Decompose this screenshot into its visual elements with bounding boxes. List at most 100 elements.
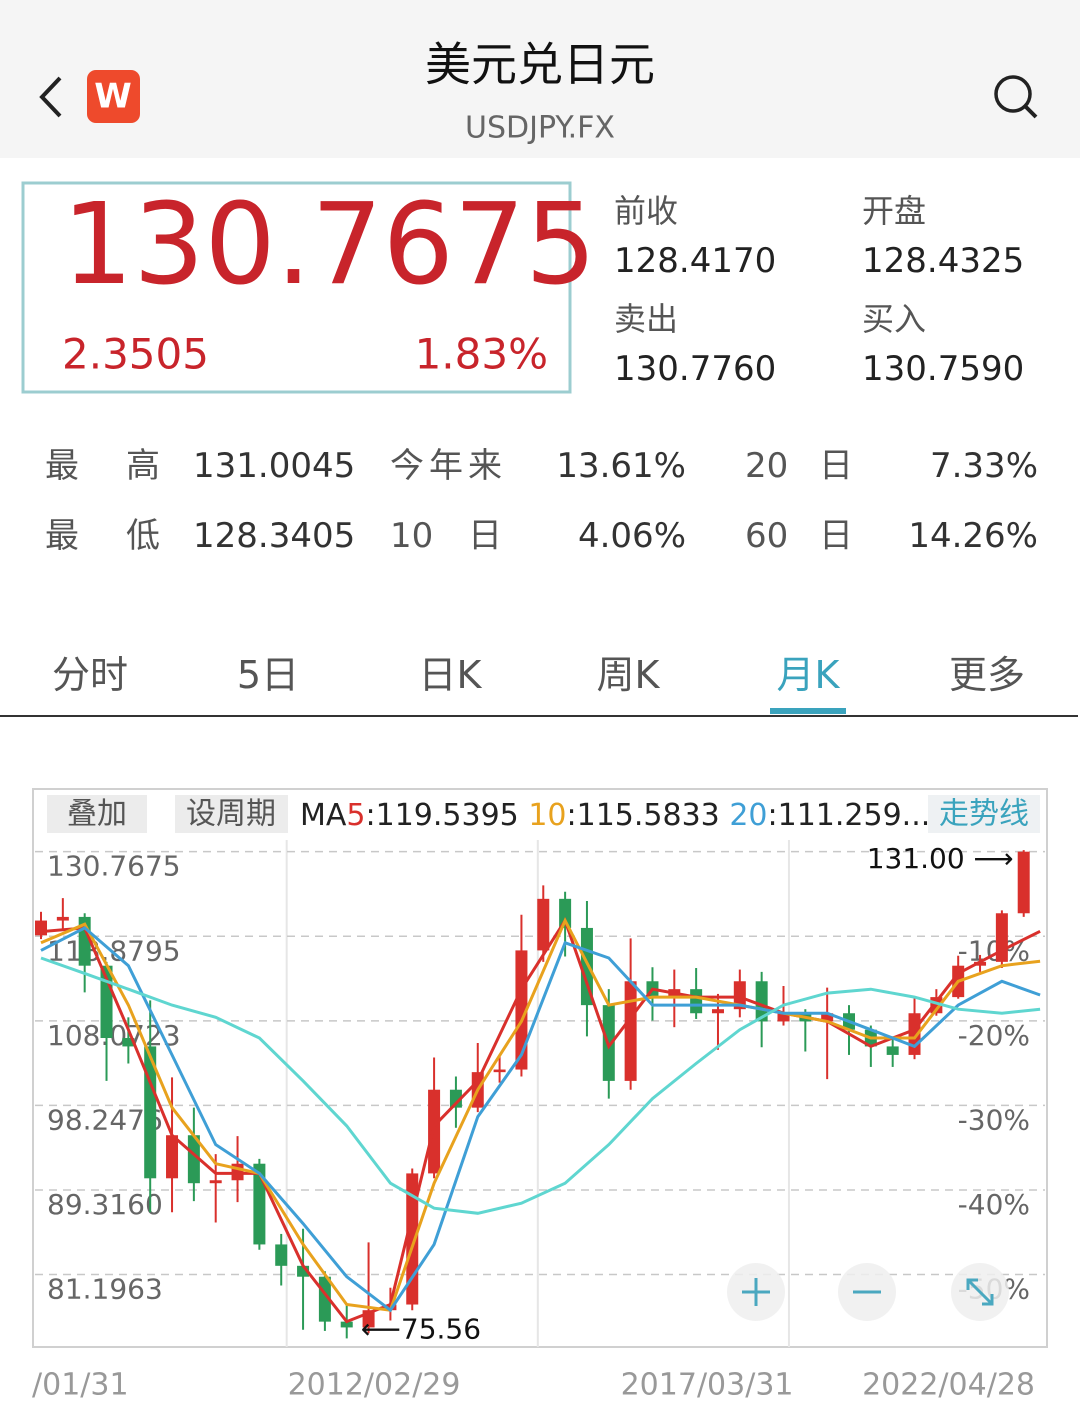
- stat-label: 最低: [45, 516, 160, 556]
- price: 130.7675: [62, 180, 596, 310]
- candle-body: [580, 927, 593, 1006]
- stat-label: 20 日: [745, 446, 853, 486]
- candle-body: [559, 898, 572, 928]
- search-handle: [1023, 104, 1038, 119]
- candle-body: [711, 1009, 724, 1014]
- candle-body: [777, 1013, 790, 1022]
- tab[interactable]: 周K: [596, 653, 660, 697]
- stat-value: 131.0045: [193, 446, 356, 486]
- field-value: 128.4325: [862, 241, 1025, 281]
- candle-body: [122, 1038, 135, 1047]
- candle-body: [144, 1046, 157, 1179]
- app-icon[interactable]: [87, 70, 140, 123]
- field-label: 卖出: [614, 300, 679, 338]
- tab[interactable]: 月K: [776, 653, 840, 697]
- tab[interactable]: 更多: [948, 653, 1025, 697]
- field-label: 开盘: [862, 192, 927, 230]
- candle-body: [821, 1013, 834, 1022]
- change-pct: 1.83%: [415, 330, 548, 379]
- stat-label: 60 日: [745, 516, 853, 556]
- trend-button[interactable]: [928, 795, 1040, 833]
- ma-value: :115.5833: [567, 798, 720, 833]
- x-tick-label: 2022/04/28: [862, 1368, 1035, 1403]
- y-tick-label: 118.8795: [47, 934, 181, 967]
- ma-name: 10: [528, 798, 566, 833]
- stat-label: 今年来: [390, 446, 502, 486]
- subtitle: USDJPY.FX: [465, 111, 615, 146]
- period-button[interactable]: [175, 795, 288, 833]
- x-tick-label: 2017/03/31: [621, 1368, 794, 1403]
- stat-value: 14.26%: [908, 516, 1038, 556]
- stat-label: 最高: [45, 446, 160, 486]
- y2-tick-label: -30%: [958, 1103, 1030, 1136]
- ma-line: [40, 956, 1041, 1215]
- high-annotation: 131.00 ⟶: [867, 842, 1014, 875]
- tab[interactable]: 5日: [236, 653, 300, 697]
- chart-frame: [32, 788, 1048, 1348]
- y2-tick-label: -40%: [958, 1188, 1030, 1221]
- low-annotation: ⟵75.56: [361, 1312, 481, 1345]
- x-tick-label: /01/31: [32, 1368, 129, 1403]
- field-label: 前收: [614, 192, 679, 230]
- period-label: 设周期: [186, 797, 276, 832]
- candle-body: [166, 1135, 179, 1179]
- ma-header: MA5:119.5395 10:115.5833 20:111.259...: [300, 798, 930, 833]
- y2-tick-label: -10%: [958, 934, 1030, 967]
- stat-value: 7.33%: [929, 446, 1038, 486]
- zoom-in[interactable]: [727, 1263, 785, 1321]
- candle-body: [187, 1135, 200, 1184]
- ma-name: 5: [346, 798, 365, 833]
- y2-tick-label: -20%: [958, 1019, 1030, 1052]
- field-value: 128.4170: [614, 241, 777, 281]
- overlay-label: 叠加: [67, 797, 127, 832]
- ma-name: 20: [729, 798, 767, 833]
- stat-value: 13.61%: [556, 446, 686, 486]
- back-button[interactable]: [39, 76, 62, 118]
- stat-label: 10 日: [390, 516, 502, 556]
- overlay-button[interactable]: [47, 795, 147, 833]
- tab[interactable]: 分时: [51, 653, 128, 697]
- candle-body: [886, 1046, 899, 1055]
- ma-value: :111.259...: [768, 798, 931, 833]
- candle-body: [253, 1163, 266, 1245]
- field-value: 130.7590: [862, 349, 1025, 389]
- ma-line: [40, 917, 1041, 1324]
- y-tick-label: 89.3160: [47, 1188, 163, 1221]
- candle-body: [449, 1089, 462, 1108]
- y-tick-label: 108.0723: [47, 1019, 181, 1052]
- candle-body: [297, 1265, 310, 1277]
- change: 2.3505: [62, 330, 209, 379]
- field-value: 130.7760: [614, 349, 777, 389]
- candle-body: [493, 1069, 506, 1073]
- candle-body: [56, 916, 69, 921]
- y-tick-label: 130.7675: [47, 850, 181, 883]
- field-label: 买入: [862, 300, 927, 338]
- candle-body: [995, 913, 1008, 962]
- zoom-out[interactable]: [838, 1263, 896, 1321]
- tab[interactable]: 日K: [418, 653, 482, 697]
- tab-indicator: [770, 708, 846, 714]
- fullscreen[interactable]: [951, 1263, 1009, 1321]
- x-tick-label: 2012/02/29: [288, 1368, 461, 1403]
- stat-value: 128.3405: [193, 516, 356, 556]
- app-icon-text: W: [94, 77, 132, 117]
- candle-body: [624, 981, 637, 1081]
- y-tick-label: 98.2476: [47, 1103, 163, 1136]
- stat-value: 4.06%: [577, 516, 686, 556]
- ma-prefix: MA: [300, 798, 347, 833]
- trend-label: 走势线: [939, 797, 1029, 832]
- ma-line: [40, 917, 1041, 1312]
- title: 美元兑日元: [425, 38, 655, 92]
- candle-body: [733, 981, 746, 1010]
- candle-body: [1017, 851, 1030, 914]
- candle-body: [35, 920, 48, 936]
- price-box: [21, 181, 572, 394]
- candle-body: [537, 898, 550, 951]
- candle-body: [755, 981, 768, 1022]
- candle-body: [275, 1244, 288, 1266]
- ma-line: [40, 926, 1041, 1313]
- candle-body: [690, 989, 703, 1014]
- search-button[interactable]: [994, 75, 1032, 113]
